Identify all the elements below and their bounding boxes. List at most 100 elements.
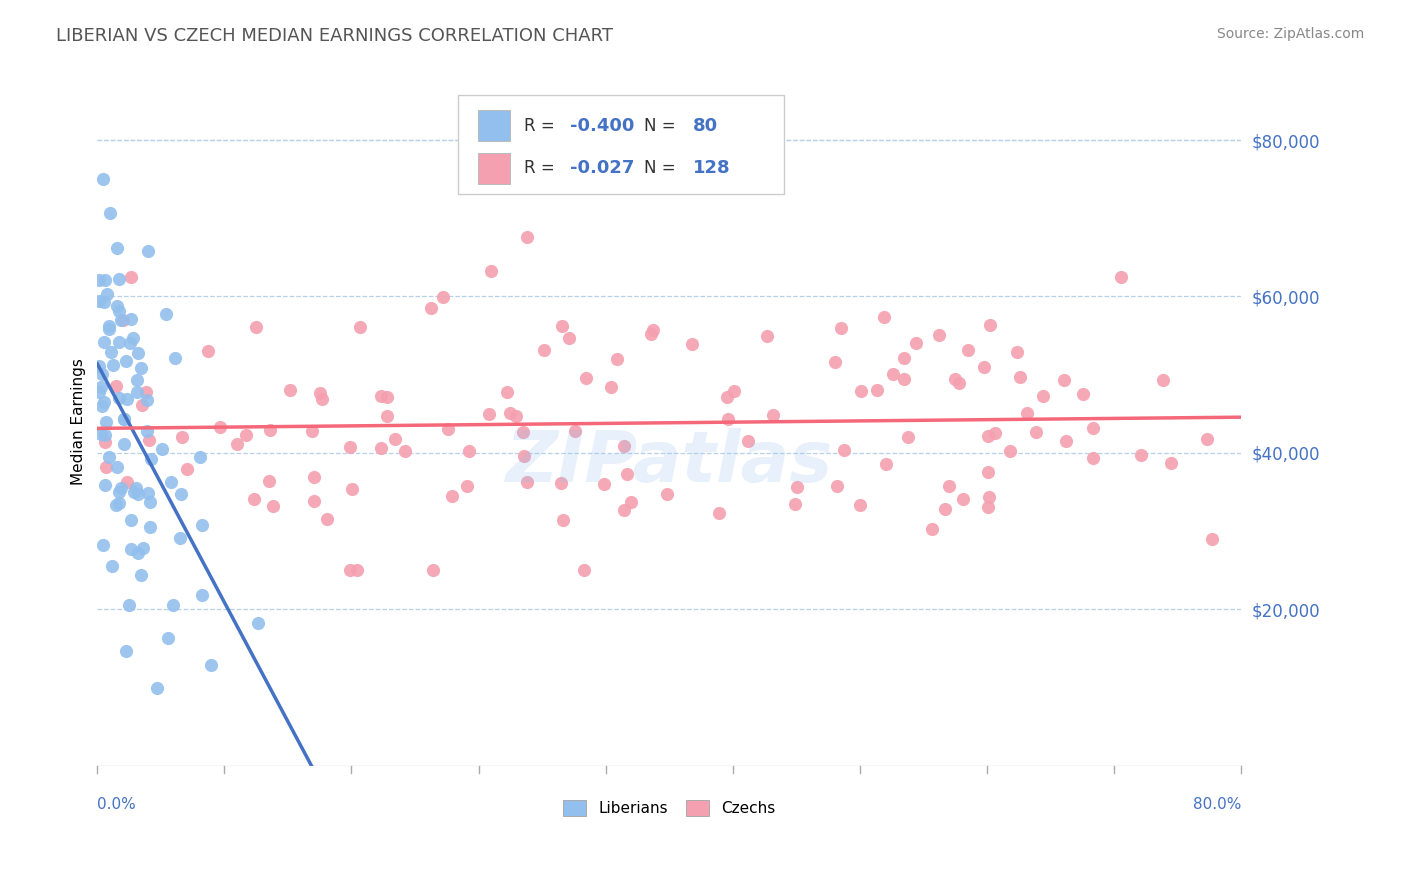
Point (93, 434, 115, 449)
Point (948, 376, 970, 391)
Point (136, 244, 159, 258)
Point (339, 563, 361, 577)
Point (94, 273, 117, 287)
Point (558, 331, 581, 345)
Point (235, 428, 257, 442)
Point (1083, 421, 1105, 435)
Point (118, 598, 141, 612)
Point (97, 450, 120, 465)
Point (616, 467, 638, 482)
Point (200, 658, 222, 673)
Point (114, 644, 136, 658)
Point (87, 385, 110, 400)
Point (128, 345, 150, 359)
Point (188, 450, 211, 464)
Text: -0.400: -0.400 (569, 117, 634, 135)
Point (108, 485, 131, 500)
Point (551, 513, 574, 527)
Point (127, 385, 149, 400)
Point (1160, 456, 1182, 470)
Point (105, 241, 128, 255)
Point (1129, 448, 1152, 462)
Text: -0.027: -0.027 (569, 160, 634, 178)
Point (259, 474, 281, 488)
Text: 80: 80 (693, 117, 718, 135)
Point (1109, 270, 1132, 285)
FancyBboxPatch shape (457, 95, 783, 194)
Point (1032, 389, 1054, 403)
Point (342, 482, 364, 496)
Point (125, 373, 148, 387)
Point (301, 424, 323, 438)
Point (101, 558, 124, 573)
Point (138, 495, 160, 509)
Point (139, 452, 162, 467)
Point (349, 319, 371, 334)
Point (302, 494, 325, 508)
Point (824, 355, 846, 369)
Point (105, 299, 128, 313)
Point (155, 307, 177, 321)
Point (384, 432, 406, 446)
Point (613, 503, 636, 517)
Point (934, 501, 956, 516)
Point (979, 318, 1001, 332)
Point (849, 384, 872, 398)
Point (135, 424, 157, 438)
Point (87, 359, 110, 373)
Point (875, 457, 897, 471)
Point (499, 406, 522, 420)
Point (98, 206, 121, 220)
Point (93, 334, 115, 349)
Point (716, 390, 738, 404)
Point (640, 327, 662, 342)
Point (135, 384, 157, 399)
Point (112, 412, 135, 426)
Point (998, 444, 1021, 458)
Point (112, 437, 135, 451)
Point (104, 498, 127, 512)
Point (120, 270, 142, 285)
Point (145, 681, 167, 695)
Point (456, 479, 478, 493)
Point (832, 443, 855, 458)
Point (120, 513, 142, 527)
Point (973, 360, 995, 375)
Point (176, 462, 198, 476)
Point (370, 389, 392, 403)
Point (122, 331, 145, 345)
Point (479, 264, 502, 278)
Point (505, 409, 527, 423)
Point (129, 361, 152, 376)
Point (593, 476, 616, 491)
Point (938, 479, 960, 493)
Point (89, 380, 111, 394)
Point (976, 466, 998, 480)
Point (110, 312, 132, 326)
Point (120, 541, 142, 556)
Point (105, 459, 128, 474)
Point (107, 335, 129, 350)
Point (160, 475, 183, 489)
Point (1053, 373, 1076, 387)
Point (921, 522, 943, 536)
Point (96, 415, 118, 429)
Point (245, 320, 267, 334)
Point (170, 430, 193, 444)
Point (125, 481, 148, 495)
Point (606, 351, 628, 366)
Point (90, 427, 112, 442)
Point (513, 449, 536, 463)
Text: 80.0%: 80.0% (1192, 797, 1241, 812)
Point (262, 499, 284, 513)
Point (118, 336, 141, 351)
Point (873, 310, 896, 324)
Point (226, 436, 249, 450)
FancyBboxPatch shape (478, 153, 510, 184)
Point (169, 531, 191, 545)
Point (115, 354, 138, 368)
Point (516, 475, 538, 489)
Point (278, 383, 301, 397)
Point (762, 408, 785, 422)
Point (122, 485, 145, 500)
